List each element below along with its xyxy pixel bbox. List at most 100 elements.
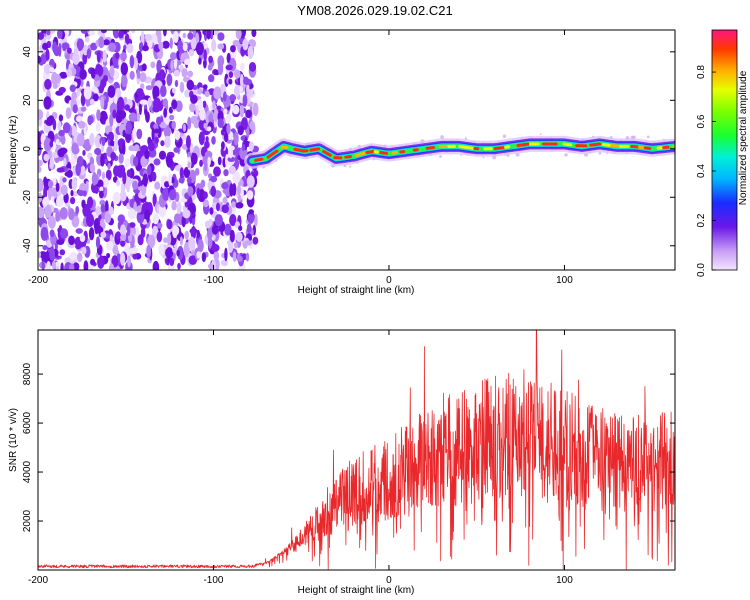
signal-halo-dot — [564, 153, 568, 157]
spectrogram-noise-cell — [164, 181, 170, 188]
spectrogram-noise-cell — [184, 89, 191, 98]
spectrogram-noise-cell — [64, 30, 70, 38]
spectrogram-noise-cell — [166, 155, 173, 168]
spectrogram-noise-cell — [42, 197, 48, 207]
spectrogram-noise-cell — [152, 85, 160, 99]
spectrogram-noise-cell — [173, 147, 180, 153]
spectrogram-noise-cell — [38, 206, 45, 219]
spectrogram-noise-cell — [72, 104, 78, 114]
spectrogram-noise-cell — [167, 264, 173, 270]
spectrogram-noise-cell — [221, 204, 229, 214]
spectrogram-noise-cell — [185, 135, 191, 149]
spectrogram-noise-cell — [43, 96, 52, 110]
spectrogram-noise-cell — [179, 167, 184, 179]
spectrogram-noise-cell — [102, 49, 107, 63]
spectrogram-noise-cell — [131, 30, 136, 34]
spectrogram-noise-cell — [52, 118, 57, 131]
spectrogram-noise-cell — [252, 102, 259, 116]
spectrogram-noise-cell — [187, 32, 194, 40]
spectrogram-noise-cell — [213, 108, 219, 123]
signal-track-peak — [254, 157, 264, 162]
spectrogram-noise-cell — [195, 168, 200, 176]
spectrogram-noise-cell — [208, 55, 214, 64]
spectrogram-noise-cell — [47, 180, 54, 188]
spectrogram-noise-cell — [144, 108, 148, 115]
spectrogram-noise-cell — [228, 165, 236, 175]
signal-track-peak — [522, 142, 530, 147]
spectrogram-noise-cell — [107, 131, 114, 141]
spectrogram-noise-cell — [196, 187, 201, 199]
spectrogram-noise-cell — [104, 200, 109, 215]
spectrogram-noise-cell — [189, 102, 196, 113]
spectrogram-noise-cell — [187, 116, 192, 130]
snr-frame — [37, 329, 676, 571]
spectrogram-noise-cell — [231, 201, 236, 208]
snr-ylabel: SNR (10 * v/v) — [8, 408, 19, 472]
spectrogram-noise-cell — [209, 207, 214, 215]
spectrogram-noise-cell — [126, 72, 130, 80]
spectrogram-noise-cell — [174, 79, 179, 88]
spectrogram-noise-cell — [152, 193, 157, 207]
spectrogram-noise-cell — [42, 245, 48, 251]
spectrogram-noise-cell — [153, 97, 161, 111]
spectrogram-noise-cell — [38, 178, 44, 192]
spectrogram-noise-cell — [38, 148, 41, 155]
spectrogram-noise-cell — [127, 223, 131, 236]
spectrogram-noise-cell — [89, 98, 95, 106]
spectrogram-noise-cell — [172, 225, 180, 236]
spectrogram-noise-cell — [101, 171, 106, 180]
spectrogram-noise-cell — [240, 62, 245, 71]
spectrogram-noise-cell — [187, 161, 191, 169]
spectrogram-noise-cell — [70, 197, 76, 205]
signal-halo-dot — [632, 135, 636, 140]
snr-line-layer — [38, 330, 675, 570]
spectrogram-noise-cell — [195, 104, 199, 118]
spectrogram-noise-cell — [174, 130, 181, 141]
spectrogram-noise-cell — [101, 137, 106, 147]
spectrogram-noise-cell — [90, 258, 96, 266]
spectrogram-noise-cell — [128, 112, 138, 122]
spectrogram-noise-cell — [56, 167, 65, 173]
colorbar-tick-label: 0.2 — [696, 213, 707, 227]
signal-track-peak — [379, 150, 389, 155]
spectrogram-noise-cell — [66, 68, 72, 78]
spectrogram-noise-cell — [159, 69, 165, 80]
spectrogram-noise-cell — [228, 78, 233, 85]
spectrogram-xlabel: Height of straight line (km) — [298, 285, 415, 296]
spectrogram-noise-cell — [127, 255, 131, 268]
colorbar-tick-label: 0.8 — [696, 65, 707, 79]
spectrogram-noise-cell — [182, 209, 191, 219]
spectrogram-noise-cell — [158, 243, 165, 256]
spectrogram-noise-cell — [213, 86, 222, 100]
spectrogram-noise-cell — [114, 138, 118, 152]
spectrogram-noise-cell — [43, 186, 48, 199]
spectrogram-noise-cell — [246, 223, 252, 233]
spectrogram-noise-cell — [229, 94, 237, 102]
spectrogram-noise-cell — [124, 158, 130, 168]
snr-xlabel: Height of straight line (km) — [298, 585, 415, 596]
spectrogram-noise-cell — [140, 83, 145, 90]
spectrogram-noise-cell — [88, 30, 96, 36]
signal-track-peak — [589, 142, 602, 147]
snr-y-ticks: 2000 4000 6000 8000 — [22, 363, 675, 532]
spectrogram-noise-cell — [171, 200, 177, 211]
spectrogram-noise-cell — [119, 190, 127, 202]
signal-track-peak — [602, 142, 613, 148]
spectrogram-frame — [37, 29, 676, 271]
spectrogram-noise-cell — [158, 203, 166, 218]
spectrogram-noise-cell — [168, 172, 172, 186]
spectrogram-noise-cell — [252, 236, 259, 245]
spectrogram-noise-cell — [97, 255, 105, 269]
signal-halo-dot — [464, 137, 468, 140]
spectrogram-noise-cell — [235, 231, 243, 242]
spectrogram-noise-cell — [239, 104, 244, 118]
spectrogram-noise-cell — [62, 122, 71, 134]
spectrogram-noise-cell — [233, 131, 239, 146]
spectrogram-noise-cell — [248, 141, 254, 152]
spectrogram-noise-cell — [160, 85, 167, 97]
spectrogram-noise-cell — [112, 30, 120, 39]
spectrogram-noise-cell — [46, 30, 51, 36]
spectrogram-noise-cell — [55, 138, 60, 146]
spectrogram-noise-cell — [80, 93, 86, 107]
